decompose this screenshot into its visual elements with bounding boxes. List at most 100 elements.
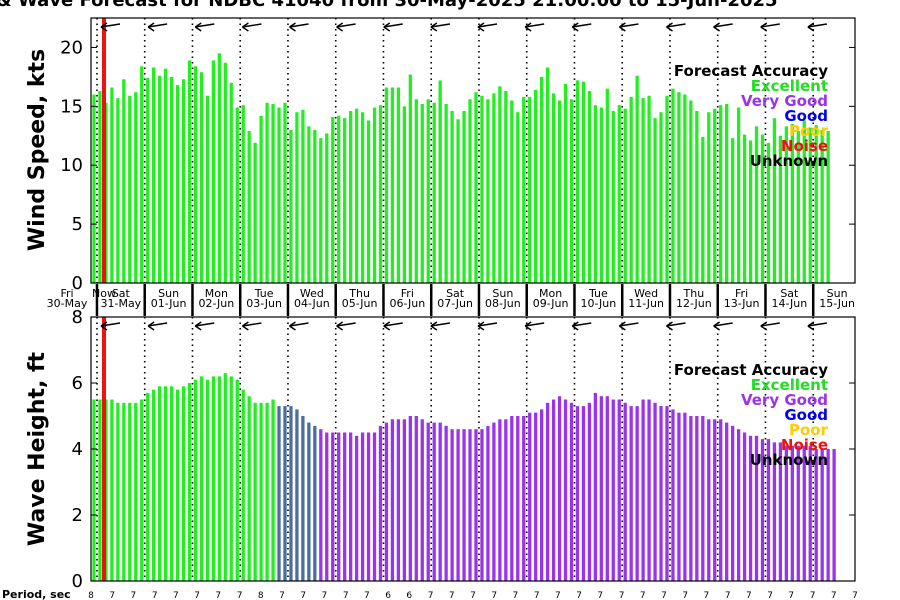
wind-bar [396,87,401,284]
wave-bar [432,422,436,581]
wave-bar [241,389,245,581]
wave-bar [802,445,806,581]
legend-entry: Good [784,406,828,424]
legend-entry: Unknown [750,152,828,170]
wave-bar [826,449,830,581]
period-value: 7 [491,591,497,600]
wind-bar [181,79,186,284]
legend-entry: Poor [789,421,829,439]
date-label: 06-Jun [389,297,425,310]
direction-arrow [760,321,780,331]
wind-bar [802,120,806,283]
wave-bar [307,422,311,581]
direction-arrow [618,22,639,32]
wind-bar [390,87,395,284]
wind-bar [265,102,269,283]
wind-bar [522,96,526,283]
wave-bar [110,399,114,581]
date-label: 02-Jun [198,297,234,310]
wave-bar [593,392,597,581]
wave-bar [814,449,818,581]
wave-bar [563,399,568,581]
wind-bar [534,89,538,283]
y-axis-label: Wave Height, ft [25,351,50,546]
wind-bar [504,91,508,284]
wave-bar [163,386,168,581]
wave-bar [319,429,323,581]
wave-bar [641,399,645,581]
wind-bar [378,105,383,283]
period-value: 7 [322,591,328,600]
wind-bar [277,107,281,283]
wind-bar [790,124,794,283]
wind-bar [659,112,663,283]
wind-bar [808,127,812,283]
wave-bar [659,406,663,581]
wave-bar [343,432,347,581]
period-value: 7 [767,591,773,600]
period-value: 7 [173,591,179,600]
day-of-week-label: Mon [205,287,228,300]
date-label: 30-May [47,297,88,310]
period-value: 8 [88,591,94,600]
period-value: 7 [343,591,349,600]
wave-bar [504,419,508,581]
wave-bar [510,416,514,581]
period-value: 7 [152,591,158,600]
wave-bar [396,419,401,581]
date-label: 13-Jun [724,297,760,310]
wave-bar [229,376,233,581]
axes-frame [90,316,856,582]
direction-arrow [194,22,215,32]
direction-arrow [383,22,403,32]
wave-bar [438,422,442,581]
period-value: 7 [831,591,837,600]
period-value: 7 [682,591,688,600]
wind-bar [193,66,198,283]
wind-bar [456,119,460,283]
date-label: 10-Jun [580,297,616,310]
wind-bar [128,95,132,283]
wind-bar [337,115,341,283]
wind-bar [540,76,544,283]
wind-bar [635,75,639,284]
wave-bar [707,419,711,581]
wave-bar [581,406,586,581]
period-value: 7 [194,591,200,600]
wave-bar [468,429,472,581]
wind-bar [229,82,233,283]
period-value: 7 [704,591,710,600]
y-tick-label: 10 [60,155,83,176]
day-of-week-label: Thu [683,287,705,300]
direction-arrow [336,22,356,32]
wind-bar [641,98,645,283]
wind-bar [557,100,562,283]
period-row-label: Period, sec [2,588,71,600]
wave-bar [444,425,448,581]
wave-bar [408,416,412,581]
date-label: 14-Jun [771,297,807,310]
wind-bar [731,138,735,283]
wave-bar [199,376,204,581]
wind-bar [110,87,114,284]
wind-bar [462,111,466,283]
wind-bar [569,99,574,284]
wave-bar [617,399,621,581]
wave-bar [528,412,532,581]
chart-title: & Wave Forecast for NDBC 41040 from 30-M… [0,0,778,11]
wave-bar [754,435,759,581]
wind-bar [426,99,430,284]
wave-bar [516,416,520,581]
wave-bar [796,445,800,581]
wave-bar [98,399,102,581]
wind-bar [289,129,293,283]
legend-entry: Noise [781,137,828,155]
wave-bar [223,373,227,581]
wind-bar [146,78,150,283]
direction-arrow [147,321,168,331]
period-row: Period, sec 8 7 7 7 7 7 7 7 8 7 7 7 7 7 6 6 7 7 7 7 7 7 7 7 7 7 7 7… [2,588,858,600]
wave-bar [116,402,120,581]
day-of-week-label: Tue [588,287,608,300]
wave-bar [713,419,717,581]
